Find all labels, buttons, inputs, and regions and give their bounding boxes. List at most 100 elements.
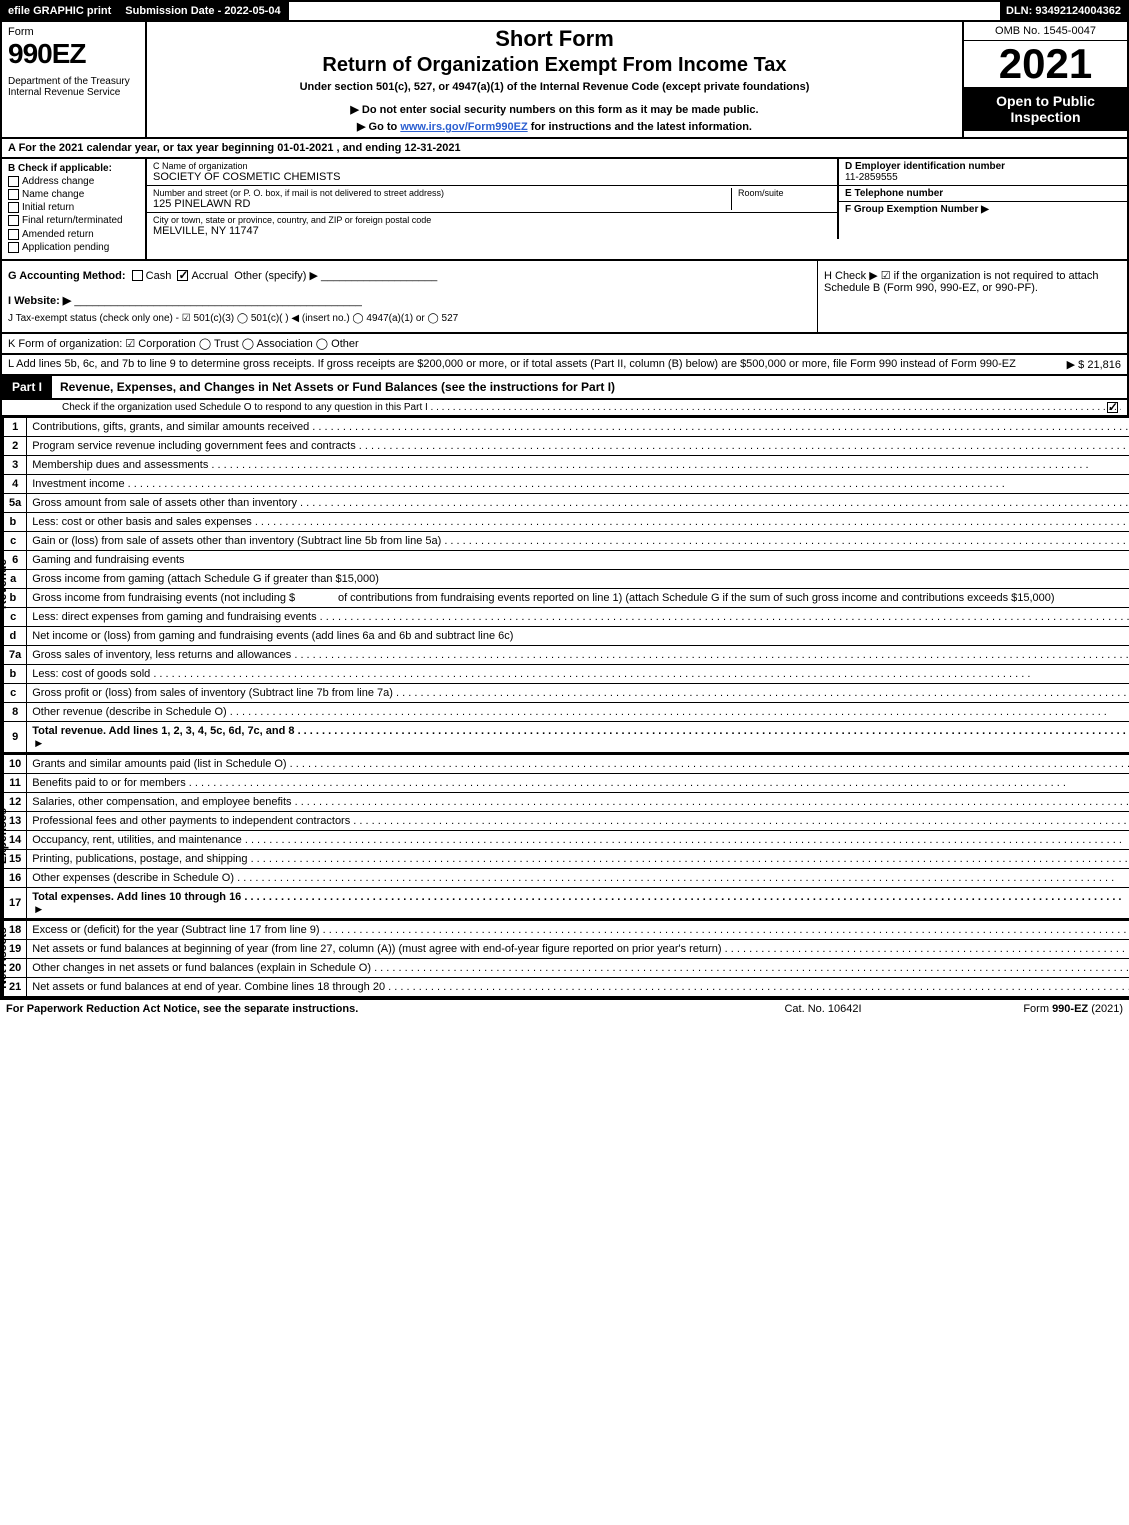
omb-number: OMB No. 1545-0047 <box>964 22 1127 41</box>
revenue-table: 1Contributions, gifts, grants, and simil… <box>2 417 1129 754</box>
room-label: Room/suite <box>738 188 831 198</box>
row-i-website: I Website: ▶ <box>8 295 71 307</box>
line-3: 3Membership dues and assessments31,551 <box>3 455 1129 474</box>
row-gh: G Accounting Method: Cash Accrual Other … <box>0 261 1129 334</box>
line-6c: cLess: direct expenses from gaming and f… <box>3 607 1129 626</box>
irs-link[interactable]: www.irs.gov/Form990EZ <box>400 121 527 133</box>
form-header: Form 990EZ Department of the Treasury In… <box>0 22 1129 139</box>
sub3-pre: ▶ Go to <box>357 121 400 133</box>
org-name-value: SOCIETY OF COSMETIC CHEMISTS <box>153 171 831 183</box>
row-h: H Check ▶ ☑ if the organization is not r… <box>817 261 1127 332</box>
line-5c: cGain or (loss) from sale of assets othe… <box>3 531 1129 550</box>
row-l-value: ▶ $ 21,816 <box>1059 358 1121 371</box>
org-name-label: C Name of organization <box>153 161 831 171</box>
subtitle-1: Under section 501(c), 527, or 4947(a)(1)… <box>155 81 954 93</box>
line-13: 13Professional fees and other payments t… <box>3 811 1129 830</box>
chk-address-change[interactable]: Address change <box>8 176 139 187</box>
page-footer: For Paperwork Reduction Act Notice, see … <box>0 998 1129 1018</box>
col-c: C Name of organization SOCIETY OF COSMET… <box>147 159 837 239</box>
header-mid: Short Form Return of Organization Exempt… <box>147 22 962 137</box>
chk-name-change[interactable]: Name change <box>8 189 139 200</box>
top-bar: efile GRAPHIC print Submission Date - 20… <box>0 0 1129 22</box>
net-assets-section: Net Assets 18Excess or (deficit) for the… <box>0 920 1129 998</box>
line-5b: bLess: cost or other basis and sales exp… <box>3 512 1129 531</box>
city-row: City or town, state or province, country… <box>147 213 837 239</box>
part1-title: Revenue, Expenses, and Changes in Net As… <box>52 376 1127 398</box>
line-7c: cGross profit or (loss) from sales of in… <box>3 683 1129 702</box>
ein-value: 11-2859555 <box>845 172 1121 183</box>
col-b-checkboxes: B Check if applicable: Address change Na… <box>2 159 147 259</box>
part1-header: Part I Revenue, Expenses, and Changes in… <box>0 376 1129 400</box>
info-grid: B Check if applicable: Address change Na… <box>0 159 1129 261</box>
header-right: OMB No. 1545-0047 2021 Open to Public In… <box>962 22 1127 137</box>
footer-form-ref: Form 990-EZ (2021) <box>923 1003 1123 1015</box>
line-4: 4Investment income4 <box>3 474 1129 493</box>
dept: Department of the Treasury Internal Reve… <box>8 76 139 98</box>
line-6: 6Gaming and fundraising events <box>3 550 1129 569</box>
line-6d: dNet income or (loss) from gaming and fu… <box>3 626 1129 645</box>
g-label: G Accounting Method: <box>8 270 126 282</box>
net-assets-table: 18Excess or (deficit) for the year (Subt… <box>2 920 1129 998</box>
form-word: Form <box>8 26 139 38</box>
street-row: Number and street (or P. O. box, if mail… <box>147 186 837 213</box>
line-6b: bGross income from fundraising events (n… <box>3 588 1129 607</box>
revenue-section: Revenue 1Contributions, gifts, grants, a… <box>0 417 1129 754</box>
line-14: 14Occupancy, rent, utilities, and mainte… <box>3 830 1129 849</box>
line-7a: 7aGross sales of inventory, less returns… <box>3 645 1129 664</box>
footer-left: For Paperwork Reduction Act Notice, see … <box>6 1003 723 1015</box>
line-1: 1Contributions, gifts, grants, and simil… <box>3 417 1129 436</box>
line-18: 18Excess or (deficit) for the year (Subt… <box>3 920 1129 939</box>
chk-final-return[interactable]: Final return/terminated <box>8 215 139 226</box>
col-cdef: C Name of organization SOCIETY OF COSMET… <box>147 159 1127 259</box>
col-def: D Employer identification number 11-2859… <box>837 159 1127 239</box>
line-8: 8Other revenue (describe in Schedule O)8… <box>3 702 1129 721</box>
subtitle-2: ▶ Do not enter social security numbers o… <box>155 103 954 116</box>
org-name-row: C Name of organization SOCIETY OF COSMET… <box>147 159 837 186</box>
street-value: 125 PINELAWN RD <box>153 198 731 210</box>
line-7b: bLess: cost of goods sold7b <box>3 664 1129 683</box>
chk-application-pending[interactable]: Application pending <box>8 242 139 253</box>
revenue-vlabel: Revenue <box>0 417 2 754</box>
part1-sub-text: Check if the organization used Schedule … <box>62 402 1121 413</box>
chk-initial-return[interactable]: Initial return <box>8 202 139 213</box>
ein-label: D Employer identification number <box>845 161 1121 172</box>
row-k: K Form of organization: ☑ Corporation ◯ … <box>0 334 1129 355</box>
row-l: L Add lines 5b, 6c, and 7b to line 9 to … <box>0 355 1129 376</box>
street-label: Number and street (or P. O. box, if mail… <box>153 188 731 198</box>
efile-print[interactable]: efile GRAPHIC print <box>2 2 119 20</box>
title-short-form: Short Form <box>155 26 954 52</box>
footer-cat-no: Cat. No. 10642I <box>723 1003 923 1015</box>
sub3-post: for instructions and the latest informat… <box>528 121 752 133</box>
g-accrual[interactable]: Accrual <box>191 270 228 282</box>
row-l-text: L Add lines 5b, 6c, and 7b to line 9 to … <box>8 358 1059 371</box>
line-11: 11Benefits paid to or for members11621 <box>3 773 1129 792</box>
chk-amended-return[interactable]: Amended return <box>8 229 139 240</box>
part1-sub-check[interactable] <box>1107 402 1118 413</box>
phone-row: E Telephone number <box>839 186 1127 202</box>
line-19: 19Net assets or fund balances at beginni… <box>3 939 1129 958</box>
row-a-tax-year: A For the 2021 calendar year, or tax yea… <box>0 139 1129 159</box>
city-label: City or town, state or province, country… <box>153 215 831 225</box>
line-16: 16Other expenses (describe in Schedule O… <box>3 868 1129 887</box>
city-value: MELVILLE, NY 11747 <box>153 225 831 237</box>
line-5a: 5aGross amount from sale of assets other… <box>3 493 1129 512</box>
line-12: 12Salaries, other compensation, and empl… <box>3 792 1129 811</box>
open-to-public: Open to Public Inspection <box>964 87 1127 131</box>
part1-sub: Check if the organization used Schedule … <box>0 400 1129 417</box>
line-15: 15Printing, publications, postage, and s… <box>3 849 1129 868</box>
expenses-vlabel: Expenses <box>0 754 2 920</box>
row-j-tax-status: J Tax-exempt status (check only one) - ☑… <box>8 313 458 324</box>
phone-label: E Telephone number <box>845 188 1121 199</box>
subtitle-3: ▶ Go to www.irs.gov/Form990EZ for instru… <box>155 120 954 133</box>
form-number: 990EZ <box>8 38 139 70</box>
line-21: 21Net assets or fund balances at end of … <box>3 977 1129 997</box>
expenses-table: 10Grants and similar amounts paid (list … <box>2 754 1129 920</box>
col-b-title: B Check if applicable: <box>8 163 139 174</box>
part1-tab: Part I <box>2 376 52 398</box>
g-other[interactable]: Other (specify) ▶ <box>234 270 318 282</box>
ein-row: D Employer identification number 11-2859… <box>839 159 1127 186</box>
dln: DLN: 93492124004362 <box>1000 2 1127 20</box>
spacer <box>289 2 1000 20</box>
g-cash[interactable]: Cash <box>146 270 172 282</box>
line-2: 2Program service revenue including gover… <box>3 436 1129 455</box>
